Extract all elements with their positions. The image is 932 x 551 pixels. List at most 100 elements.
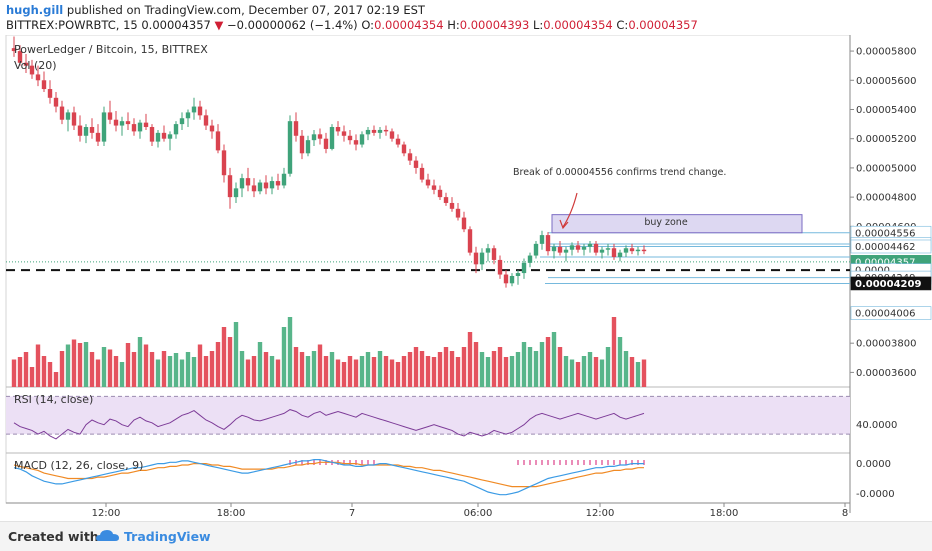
volume-bar	[173, 353, 179, 387]
volume-bar	[281, 327, 287, 387]
chart-title: PowerLedger / Bitcoin, 15, BITTREX	[14, 43, 208, 56]
candle-body	[317, 134, 323, 139]
price-badge	[850, 276, 932, 291]
candle-body	[635, 249, 641, 252]
y-tick-label: 0.00005600	[856, 76, 916, 87]
volume-bar	[197, 344, 203, 387]
published-text: published on TradingView.com, December 0…	[66, 3, 425, 17]
volume-bar	[365, 352, 371, 387]
volume-bar	[587, 352, 593, 387]
annotation-text: Break of 0.00004556 confirms trend chang…	[513, 167, 726, 178]
volume-bar	[335, 359, 341, 387]
candle-body	[263, 182, 269, 189]
volume-bar	[95, 359, 101, 387]
candle-body	[443, 197, 449, 203]
candle-body	[473, 252, 479, 265]
volume-bar	[419, 351, 425, 387]
candle-body	[107, 112, 113, 120]
candle-body	[65, 112, 71, 120]
candle-body	[149, 127, 155, 142]
volume-bar	[227, 337, 233, 387]
low-label: L:	[532, 18, 544, 32]
volume-bar	[509, 356, 515, 387]
volume-bar	[65, 344, 71, 387]
volume-bar	[635, 362, 641, 387]
volume-bar	[149, 352, 155, 387]
footer-bar: Created with TradingView	[0, 521, 932, 551]
rsi-tick-label: 40.0000	[856, 420, 897, 431]
close-value: 0.00004357	[628, 18, 698, 32]
candle-body	[491, 248, 497, 260]
volume-bar	[377, 351, 383, 387]
candle-body	[131, 124, 137, 132]
candle-body	[527, 255, 533, 263]
volume-bar	[551, 332, 557, 387]
close-label: C:	[616, 18, 629, 32]
macd-tick-label: -0.0000	[856, 489, 895, 500]
volume-bar	[329, 352, 335, 387]
candle-body	[305, 140, 311, 154]
volume-bar	[539, 342, 545, 387]
volume-bar	[473, 342, 479, 387]
candle-body	[533, 243, 539, 256]
candle-body	[203, 115, 209, 126]
volume-bar	[383, 356, 389, 387]
candle-body	[467, 229, 473, 253]
candle-body	[365, 129, 371, 135]
candle-body	[29, 65, 35, 75]
candle-body	[173, 124, 179, 135]
candle-body	[611, 248, 617, 258]
candle-body	[479, 252, 485, 265]
candle-body	[251, 185, 257, 192]
candle-body	[209, 125, 215, 132]
candle-body	[407, 153, 413, 161]
candle-body	[605, 248, 611, 250]
chart-canvas[interactable]: 0.00005800 0.00005600 0.00005400 0.00005200…	[0, 35, 932, 521]
candle-body	[167, 134, 173, 139]
candle-body	[563, 249, 569, 253]
volume-bar	[503, 357, 509, 387]
volume-bar	[35, 344, 41, 387]
open-label: O:	[361, 18, 375, 32]
candle-body	[539, 235, 545, 244]
volume-bar	[485, 357, 491, 387]
volume-bar	[305, 356, 311, 387]
volume-bar	[287, 317, 293, 387]
volume-bar	[395, 362, 401, 387]
y-tick-label: 0.00004800	[856, 193, 916, 204]
volume-bar	[413, 347, 419, 387]
candle-body	[425, 179, 431, 186]
volume-bar	[455, 357, 461, 387]
candle-body	[233, 188, 239, 198]
volume-bar	[449, 351, 455, 387]
candle-body	[455, 208, 461, 218]
volume-bar	[545, 337, 551, 387]
macd-tick-label: 0.0000	[856, 459, 891, 470]
volume-bar	[257, 342, 263, 387]
volume-bar	[497, 347, 503, 387]
candle-body	[449, 202, 455, 209]
candle-body	[125, 121, 131, 125]
volume-bar	[221, 327, 227, 387]
candle-body	[485, 248, 491, 253]
down-arrow-icon: ▼	[214, 18, 224, 32]
candle-body	[161, 132, 167, 139]
tradingview-brand[interactable]: TradingView	[124, 529, 211, 544]
volume-bar	[557, 347, 563, 387]
candle-body	[77, 125, 83, 136]
publish-line: hugh.gill published on TradingView.com, …	[6, 3, 425, 17]
x-tick-label: 12:00	[586, 508, 615, 519]
x-tick-label: 06:00	[464, 508, 493, 519]
candle-body	[509, 275, 515, 284]
volume-bar	[581, 356, 587, 387]
volume-bar	[401, 356, 407, 387]
candle-body	[551, 246, 557, 252]
candle-body	[281, 173, 287, 186]
y-tick-label: 0.00003600	[856, 368, 916, 379]
author-link[interactable]: hugh.gill	[6, 3, 64, 17]
high-label: H:	[447, 18, 460, 32]
volume-bar	[203, 356, 209, 387]
candle-body	[383, 129, 389, 132]
volume-bar	[29, 367, 35, 387]
candle-body	[11, 48, 17, 52]
